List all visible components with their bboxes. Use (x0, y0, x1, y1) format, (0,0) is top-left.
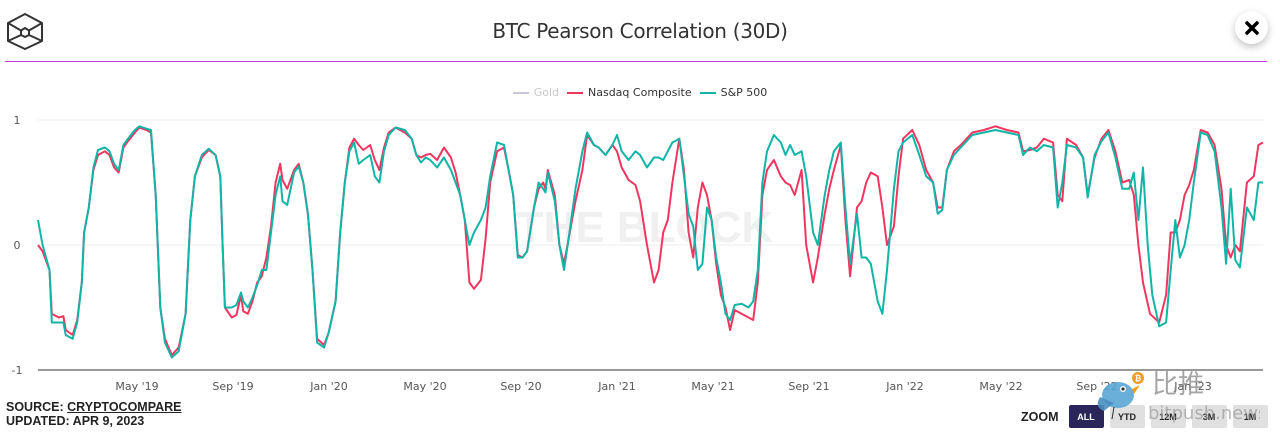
legend-label: Gold (533, 86, 559, 99)
zoom-1m-button[interactable]: 1M (1232, 405, 1268, 428)
legend-swatch-gold (512, 91, 529, 94)
y-tick-label: 1 (14, 114, 21, 127)
close-icon (1244, 20, 1259, 35)
x-tick-label: Jan '21 (597, 380, 635, 393)
legend-swatch-nasdaq (567, 91, 583, 94)
legend-item-gold[interactable]: Gold (512, 86, 559, 99)
grid (38, 119, 1263, 371)
zoom-ytd-button[interactable]: YTD (1109, 405, 1145, 428)
chart-legend: Gold Nasdaq Composite S&P 500 (0, 86, 1280, 99)
x-tick-label: May '20 (403, 380, 446, 393)
zoom-12m-button[interactable]: 12M (1150, 405, 1186, 428)
zoom-controls: ZOOM ALL YTD 12M 3M 1M (1021, 405, 1268, 428)
y-tick-label: -1 (12, 364, 23, 377)
y-tick-label: 0 (14, 239, 21, 252)
legend-swatch-sp500 (699, 91, 716, 94)
updated-date: UPDATED: APR 9, 2023 (6, 414, 145, 428)
x-tick-label: Jan '23 (1173, 380, 1211, 393)
legend-label: Nasdaq Composite (588, 86, 692, 99)
zoom-all-button[interactable]: ALL (1068, 405, 1104, 428)
source-link[interactable]: CRYPTOCOMPARE (67, 400, 182, 414)
legend-label: S&P 500 (720, 86, 768, 99)
zoom-3m-button[interactable]: 3M (1191, 405, 1227, 428)
legend-item-nasdaq[interactable]: Nasdaq Composite (567, 86, 692, 99)
page-title: BTC Pearson Correlation (30D) (492, 19, 788, 43)
x-axis: May '19 Sep '19 Jan '20 May '20 Sep '20 Jan '… (115, 380, 1211, 393)
source-prefix: SOURCE: (6, 400, 64, 414)
the-block-cube-logo-icon (7, 13, 43, 50)
y-axis: 1 0 -1 (12, 114, 23, 377)
header-divider (5, 61, 1267, 62)
legend-item-sp500[interactable]: S&P 500 (699, 86, 768, 99)
x-tick-label: Sep '22 (1076, 380, 1117, 393)
series-group (37, 125, 1264, 359)
zoom-label: ZOOM (1021, 409, 1059, 424)
the-block-logo[interactable] (6, 12, 44, 50)
x-tick-label: May '19 (115, 380, 158, 393)
x-tick-label: Sep '20 (500, 380, 541, 393)
x-tick-label: Jan '20 (309, 380, 347, 393)
x-tick-label: Sep '21 (788, 380, 829, 393)
series-line-s-p-500[interactable] (37, 125, 1263, 359)
x-tick-label: Jan '22 (885, 380, 923, 393)
x-tick-label: May '22 (979, 380, 1022, 393)
correlation-chart[interactable]: THE BLOCK 10-1 May '19 Sep '19 Jan '20 May … (0, 100, 1280, 400)
close-button[interactable] (1235, 11, 1268, 44)
x-tick-label: Sep '19 (212, 380, 253, 393)
source-info: SOURCE: CRYPTOCOMPARE UPDATED: APR 9, 20… (6, 400, 182, 428)
x-tick-label: May '21 (691, 380, 734, 393)
